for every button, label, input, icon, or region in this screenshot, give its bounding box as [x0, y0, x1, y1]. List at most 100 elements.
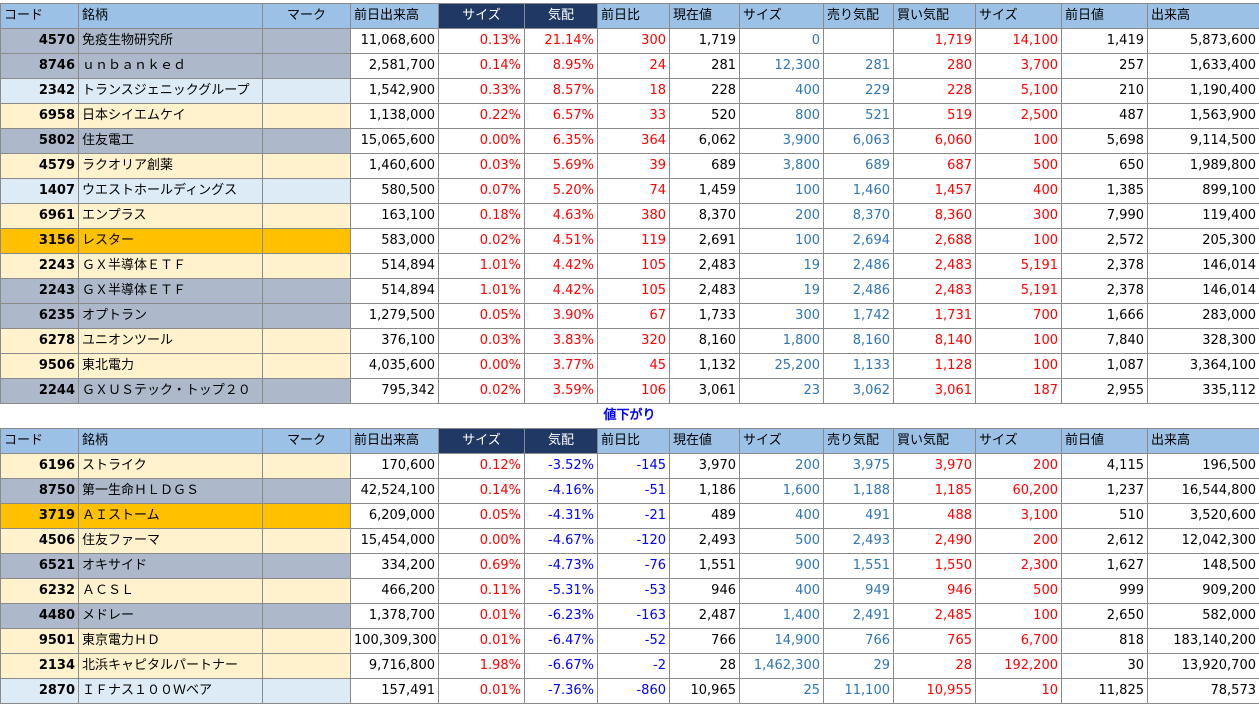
table-row[interactable]: 4480 メドレー 1,378,700 0.01% -6.23% -163 2,487 1,4… — [0, 603, 1259, 629]
down-section-title: 値下がり — [603, 408, 656, 423]
cell-ask: 229 — [823, 78, 894, 104]
cell-bid: 2,483 — [893, 253, 976, 279]
table-row[interactable]: 3156 レスター 583,000 0.02% 4.51% 119 2,691 100 2,69… — [0, 228, 1259, 254]
table-row[interactable]: 2342 トランスジェニックグループ 1,542,900 0.33% 8.57% 18 22… — [0, 78, 1259, 104]
table-row[interactable]: 8750 第一生命ＨＬＤＧＳ 42,524,100 0.14% -4.16% -51 1,1… — [0, 478, 1259, 504]
cell-name: ストライク — [78, 453, 263, 479]
cell-name: 日本シイエムケイ — [78, 103, 263, 129]
cell-ask: 8,160 — [823, 328, 894, 354]
cell-size: 400 — [739, 578, 824, 604]
cell-ask: 281 — [823, 53, 894, 79]
cell-name: オキサイド — [78, 553, 263, 579]
header-prev-price: 前日値 — [1061, 3, 1148, 29]
cell-size-2: 100 — [975, 603, 1062, 629]
cell-price: 1,132 — [669, 353, 740, 379]
cell-mark — [262, 253, 351, 279]
cell-size-pct: 0.07% — [438, 178, 525, 204]
cell-ask: 3,062 — [823, 378, 894, 404]
table-row[interactable]: 2134 北浜キャピタルパートナー 9,716,800 1.98% -6.67% -2 28… — [0, 653, 1259, 679]
cell-change: 39 — [597, 153, 670, 179]
cell-change: -145 — [597, 453, 670, 479]
table-row[interactable]: 3719 ＡＩストーム 6,209,000 0.05% -4.31% -21 489 400 4… — [0, 503, 1259, 529]
cell-kehai: -4.16% — [524, 478, 598, 504]
cell-ask: 2,491 — [823, 603, 894, 629]
table-row[interactable]: 6196 ストライク 170,600 0.12% -3.52% -145 3,970 200 3… — [0, 453, 1259, 479]
cell-volume: 5,873,600 — [1147, 28, 1259, 54]
cell-price: 3,970 — [669, 453, 740, 479]
table-row[interactable]: 1407 ウエストホールディングス 580,500 0.07% 5.20% 74 1,459… — [0, 178, 1259, 204]
table-row[interactable]: 8746 ｕｎｂａｎｋｅｄ 2,581,700 0.14% 8.95% 24 281 12,3… — [0, 53, 1259, 79]
cell-prev-volume: 1,279,500 — [350, 303, 439, 329]
cell-change: 45 — [597, 353, 670, 379]
header-bid: 買い気配 — [893, 3, 976, 29]
cell-bid: 519 — [893, 103, 976, 129]
table-row[interactable]: 6521 オキサイド 334,200 0.69% -4.73% -76 1,551 900 1,… — [0, 553, 1259, 579]
cell-bid: 1,719 — [893, 28, 976, 54]
cell-price: 689 — [669, 153, 740, 179]
header-size: サイズ — [438, 3, 525, 29]
cell-kehai: 3.90% — [524, 303, 598, 329]
table-row[interactable]: 6235 オプトラン 1,279,500 0.05% 3.90% 67 1,733 300 1,… — [0, 303, 1259, 329]
cell-size-2: 187 — [975, 378, 1062, 404]
cell-name: メドレー — [78, 603, 263, 629]
cell-price: 766 — [669, 628, 740, 654]
table-row[interactable]: 2243 ＧＸ半導体ＥＴＦ 514,894 1.01% 4.42% 105 2,483 19 2… — [0, 253, 1259, 279]
cell-mark — [262, 328, 351, 354]
cell-size-2: 14,100 — [975, 28, 1062, 54]
cell-code: 5802 — [0, 128, 79, 154]
cell-code: 9506 — [0, 353, 79, 379]
table-row[interactable]: 6958 日本シイエムケイ 1,138,000 0.22% 6.57% 33 520 800 5… — [0, 103, 1259, 129]
cell-ask: 8,370 — [823, 203, 894, 229]
cell-price: 1,551 — [669, 553, 740, 579]
cell-ask: 766 — [823, 628, 894, 654]
cell-bid: 10,955 — [893, 678, 976, 704]
table-row[interactable]: 9506 東北電力 4,035,600 0.00% 3.77% 45 1,132 25,200… — [0, 353, 1259, 379]
cell-code: 2134 — [0, 653, 79, 679]
cell-prev-price: 999 — [1061, 578, 1148, 604]
cell-size-pct: 0.01% — [438, 628, 525, 654]
header-size-2: サイズ — [739, 428, 824, 454]
cell-mark — [262, 678, 351, 704]
table-row[interactable]: 6232 ＡＣＳＬ 466,200 0.11% -5.31% -53 946 400 949 94… — [0, 578, 1259, 604]
cell-kehai: -4.67% — [524, 528, 598, 554]
cell-ask: 29 — [823, 653, 894, 679]
cell-bid: 280 — [893, 53, 976, 79]
cell-name: ウエストホールディングス — [78, 178, 263, 204]
cell-mark — [262, 78, 351, 104]
cell-change: 105 — [597, 278, 670, 304]
cell-change: -120 — [597, 528, 670, 554]
table-row[interactable]: 6278 ユニオンツール 376,100 0.03% 3.83% 320 8,160 1,80… — [0, 328, 1259, 354]
cell-price: 228 — [669, 78, 740, 104]
header-ask: 売り気配 — [823, 3, 894, 29]
table-row[interactable]: 4579 ラクオリア創薬 1,460,600 0.03% 5.69% 39 689 3,800… — [0, 153, 1259, 179]
cell-size: 900 — [739, 553, 824, 579]
cell-price: 1,733 — [669, 303, 740, 329]
cell-name: 免疫生物研究所 — [78, 28, 263, 54]
table-row[interactable]: 5802 住友電工 15,065,600 0.00% 6.35% 364 6,062 3,90… — [0, 128, 1259, 154]
cell-ask: 2,694 — [823, 228, 894, 254]
cell-code: 4579 — [0, 153, 79, 179]
cell-size-2: 100 — [975, 328, 1062, 354]
table-row[interactable]: 2870 ＩＦナス１００Ｗベア 157,491 0.01% -7.36% -860 10,9… — [0, 678, 1259, 704]
cell-prev-volume: 4,035,600 — [350, 353, 439, 379]
table-row[interactable]: 2243 ＧＸ半導体ＥＴＦ 514,894 1.01% 4.42% 105 2,483 19 2… — [0, 278, 1259, 304]
table-row[interactable]: 4570 免疫生物研究所 11,068,600 0.13% 21.14% 300 1,719… — [0, 28, 1259, 54]
cell-volume: 146,014 — [1147, 278, 1259, 304]
cell-volume: 16,544,800 — [1147, 478, 1259, 504]
cell-mark — [262, 203, 351, 229]
table-row[interactable]: 2244 ＧＸＵＳテック・トップ２０ 795,342 0.02% 3.59% 106 3,0… — [0, 378, 1259, 404]
cell-size: 1,800 — [739, 328, 824, 354]
cell-prev-volume: 466,200 — [350, 578, 439, 604]
cell-prev-volume: 15,454,000 — [350, 528, 439, 554]
cell-size: 3,900 — [739, 128, 824, 154]
cell-kehai: -3.52% — [524, 453, 598, 479]
cell-prev-volume: 157,491 — [350, 678, 439, 704]
cell-size: 25 — [739, 678, 824, 704]
header-code: コード — [0, 428, 79, 454]
table-row[interactable]: 6961 エンプラス 163,100 0.18% 4.63% 380 8,370 200 8,3… — [0, 203, 1259, 229]
cell-prev-price: 818 — [1061, 628, 1148, 654]
table-row[interactable]: 4506 住友ファーマ 15,454,000 0.00% -4.67% -120 2,493… — [0, 528, 1259, 554]
cell-size-2: 192,200 — [975, 653, 1062, 679]
table-row[interactable]: 9501 東京電力ＨＤ 100,309,300 0.01% -6.47% -52 766 14… — [0, 628, 1259, 654]
cell-size-2: 5,100 — [975, 78, 1062, 104]
